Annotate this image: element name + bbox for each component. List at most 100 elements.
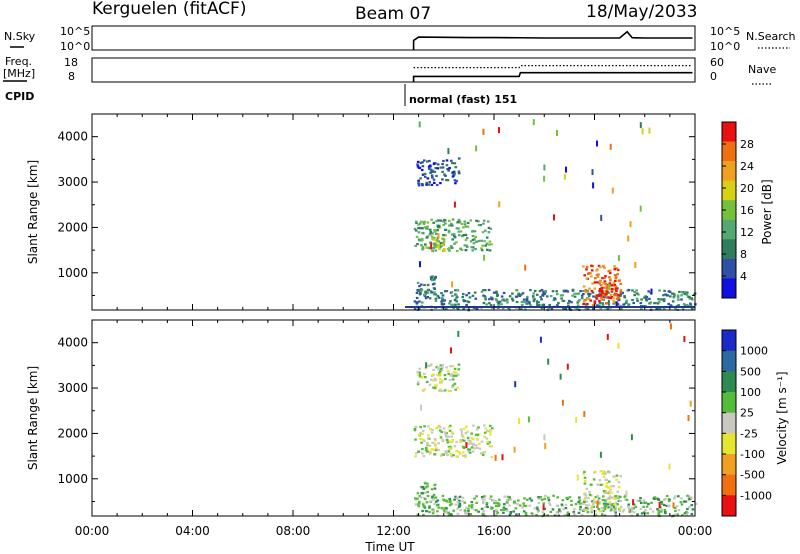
data-cell: [562, 307, 565, 310]
data-cell: [540, 307, 544, 310]
data-cell: [489, 227, 493, 230]
data-cell: [529, 289, 532, 292]
scatter-cell: [576, 474, 579, 481]
data-cell: [509, 498, 513, 501]
data-cell: [571, 294, 574, 297]
data-cell: [475, 219, 478, 222]
data-cell: [599, 266, 602, 269]
data-cell: [604, 472, 607, 475]
data-cell: [654, 302, 658, 305]
data-cell: [544, 289, 547, 293]
data-cell: [446, 454, 449, 457]
data-cell: [421, 173, 425, 176]
data-cell: [609, 488, 612, 491]
data-cell: [415, 301, 418, 304]
data-cell: [483, 431, 487, 434]
data-cell: [485, 303, 488, 306]
colorbar-tick-label: -1000: [740, 489, 772, 502]
data-cell: [591, 500, 594, 503]
data-cell: [433, 170, 437, 173]
data-cell: [673, 497, 676, 500]
data-cell: [464, 454, 467, 457]
data-cell: [422, 503, 425, 506]
data-cell: [613, 503, 616, 506]
data-cell: [609, 508, 613, 511]
data-cell: [429, 164, 432, 167]
data-cell: [642, 505, 645, 508]
data-cell: [441, 379, 444, 382]
data-cell: [616, 273, 619, 276]
data-cell: [414, 455, 417, 458]
data-cell: [460, 248, 464, 251]
data-cell: [490, 456, 494, 459]
data-cell: [480, 290, 484, 293]
data-cell: [426, 490, 429, 494]
data-cell: [640, 512, 644, 515]
data-cell: [431, 232, 434, 235]
data-cell: [597, 497, 601, 500]
data-cell: [603, 499, 607, 502]
data-cell: [436, 163, 440, 166]
data-cell: [598, 510, 601, 513]
nsearch-label: N.Search: [746, 30, 796, 43]
data-cell: [426, 450, 429, 453]
data-cell: [653, 302, 656, 305]
data-cell: [591, 282, 594, 285]
data-cell: [456, 249, 459, 253]
data-cell: [437, 366, 440, 369]
data-cell: [432, 510, 435, 513]
data-cell: [414, 229, 418, 232]
data-cell: [474, 248, 477, 251]
data-cell: [633, 291, 636, 294]
data-cell: [452, 171, 455, 174]
data-cell: [445, 435, 448, 438]
data-cell: [429, 241, 432, 244]
data-cell: [414, 220, 418, 223]
data-cell: [439, 436, 443, 439]
data-cell: [571, 289, 575, 292]
data-cell: [415, 296, 419, 300]
data-cell: [481, 498, 484, 501]
data-cell: [442, 240, 446, 243]
data-cell: [437, 448, 440, 452]
data-cell: [448, 249, 451, 252]
data-cell: [416, 513, 420, 516]
data-cell: [457, 373, 460, 376]
velocity-panel-frame: [91, 319, 696, 517]
data-cell: [461, 296, 464, 299]
data-cell: [473, 447, 477, 450]
data-cell: [428, 297, 432, 300]
data-cell: [417, 450, 420, 453]
scatter-cell: [565, 166, 567, 173]
data-cell: [473, 291, 477, 294]
data-cell: [593, 510, 597, 513]
data-cell: [435, 504, 439, 507]
data-cell: [608, 502, 612, 505]
data-cell: [690, 496, 693, 499]
data-cell: [450, 440, 454, 443]
data-cell: [525, 297, 529, 301]
data-cell: [448, 429, 452, 432]
data-cell: [619, 495, 622, 498]
data-cell: [497, 302, 500, 305]
data-cell: [465, 303, 468, 307]
data-cell: [428, 181, 431, 184]
data-cell: [413, 300, 417, 303]
data-cell: [426, 221, 430, 224]
data-cell: [417, 370, 420, 374]
data-cell: [590, 505, 594, 508]
data-cell: [617, 296, 621, 299]
data-cell: [639, 302, 643, 305]
data-cell: [597, 264, 601, 267]
y-tick-label: 4000: [57, 130, 88, 144]
data-cell: [610, 284, 614, 287]
data-cell: [582, 285, 586, 288]
data-cell: [496, 300, 500, 303]
data-cell: [448, 447, 451, 450]
data-cell: [430, 235, 434, 238]
data-cell: [599, 483, 603, 486]
nsky-label: N.Sky: [4, 30, 36, 43]
data-cell: [497, 503, 501, 506]
velocity-y-axis-label: Slant Range [km]: [26, 366, 40, 470]
data-cell: [486, 248, 489, 251]
